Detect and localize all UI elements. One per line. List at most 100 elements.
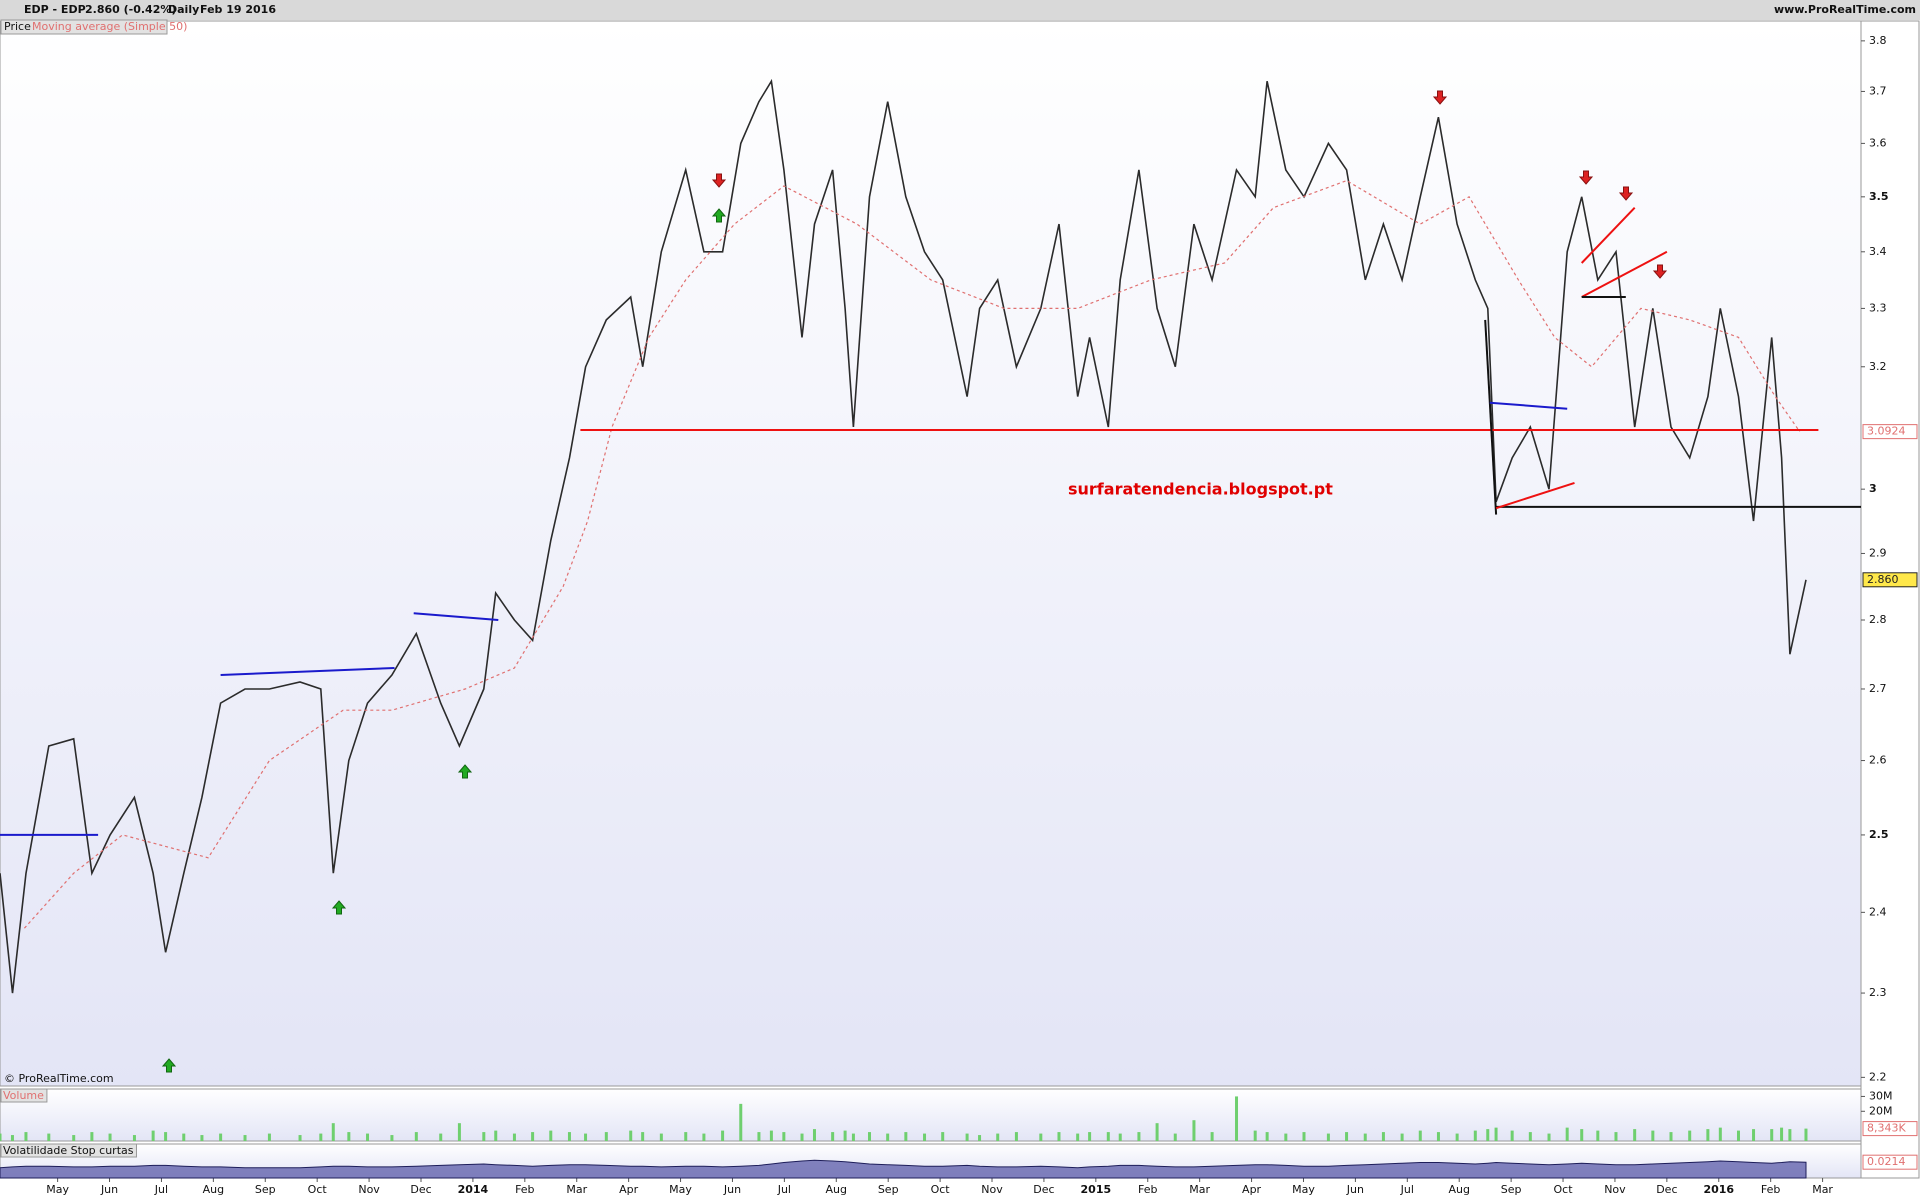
x-tick-label: Nov xyxy=(358,1183,380,1196)
last-value-box xyxy=(1862,572,1918,588)
up-arrow xyxy=(161,1058,177,1073)
volume-bar xyxy=(108,1133,112,1141)
x-tick-label: Aug xyxy=(203,1183,224,1196)
volume-bar xyxy=(47,1133,51,1141)
volume-bar xyxy=(604,1132,608,1141)
volume-bar xyxy=(1718,1127,1722,1141)
panel-title-box xyxy=(0,1088,48,1103)
x-tick-label: Oct xyxy=(308,1183,328,1196)
price-line xyxy=(0,78,1807,994)
x-tick-label: Sep xyxy=(878,1183,899,1196)
x-tick-label: Oct xyxy=(931,1183,951,1196)
volume-bar xyxy=(1253,1130,1257,1141)
volume-bar xyxy=(1418,1130,1422,1141)
volume-bar xyxy=(1804,1128,1808,1141)
last-value-label: 8,343K xyxy=(1867,1122,1906,1135)
y-tick-label: 20M xyxy=(1869,1104,1893,1117)
x-tick-label: Dec xyxy=(410,1183,431,1196)
volume-bar xyxy=(1788,1129,1792,1141)
x-tick-label: 2014 xyxy=(458,1183,489,1196)
annotation: surfaratendencia.blogspot.pt xyxy=(1068,480,1333,499)
volume-bar xyxy=(132,1135,136,1141)
x-tick-label: 2015 xyxy=(1081,1183,1112,1196)
period: Daily xyxy=(168,3,199,16)
volume-bar xyxy=(331,1123,335,1141)
volume-bar xyxy=(584,1133,588,1141)
date: Feb 19 2016 xyxy=(200,3,276,16)
down-arrow xyxy=(1618,186,1634,201)
volume-bar xyxy=(182,1133,186,1141)
volume-bar xyxy=(904,1132,908,1141)
volume-bar xyxy=(164,1132,168,1141)
volume-bar xyxy=(886,1133,890,1141)
volume-bar xyxy=(1706,1129,1710,1141)
volume-bar xyxy=(1780,1127,1784,1141)
x-tick-label: Mar xyxy=(566,1183,587,1196)
last-value-box xyxy=(1862,1121,1918,1137)
volume-bar xyxy=(1770,1129,1774,1141)
volume-bar xyxy=(851,1133,855,1141)
x-tick-label: Jun xyxy=(1346,1183,1364,1196)
volume-bar xyxy=(965,1133,969,1141)
y-tick-label: 3.4 xyxy=(1869,245,1887,258)
x-tick-label: May xyxy=(46,1183,69,1196)
y-tick-label: 2.3 xyxy=(1869,986,1887,999)
volume-bar xyxy=(868,1132,872,1141)
down-arrow xyxy=(1652,264,1668,279)
trendline xyxy=(1581,250,1668,298)
volume-bar xyxy=(512,1133,516,1141)
volume-bar xyxy=(941,1132,945,1141)
legend-box xyxy=(0,19,168,35)
legend-ma: Moving average (Simple 50) xyxy=(32,20,187,33)
y-tick-label: 3.5 xyxy=(1869,190,1889,203)
volume-bar xyxy=(629,1130,633,1141)
volume-bar xyxy=(1752,1129,1756,1141)
volatility-area xyxy=(0,1159,1807,1179)
volume-bar xyxy=(1118,1133,1122,1141)
volume-bar xyxy=(1614,1132,1618,1141)
volume-bar xyxy=(1688,1130,1692,1141)
x-tick-label: Jun xyxy=(723,1183,741,1196)
copyright: © ProRealTime.com xyxy=(4,1072,114,1085)
y-tick-label: 2.7 xyxy=(1869,682,1887,695)
volume-bar xyxy=(659,1133,663,1141)
x-tick-label: Jul xyxy=(777,1183,791,1196)
volume-bar xyxy=(531,1132,535,1141)
volume-bar xyxy=(1173,1133,1177,1141)
trendline xyxy=(413,612,499,621)
arrows xyxy=(161,90,1668,1073)
x-tick-label: Jul xyxy=(1400,1183,1414,1196)
volume-bar xyxy=(1455,1133,1459,1141)
right-axis xyxy=(1860,20,1920,1179)
volume-bar xyxy=(319,1133,323,1141)
volume-bar xyxy=(739,1103,743,1141)
trendline xyxy=(1580,207,1636,264)
volume-bar xyxy=(1494,1127,1498,1141)
volume-bar xyxy=(10,1135,14,1141)
volume-bar xyxy=(1363,1133,1367,1141)
volume-bar xyxy=(219,1133,223,1141)
volume-bar xyxy=(1486,1129,1490,1141)
x-tick-label: Sep xyxy=(1501,1183,1522,1196)
y-tick-label: 2.5 xyxy=(1869,828,1889,841)
volume-bar xyxy=(782,1132,786,1141)
volume-bar xyxy=(641,1132,645,1141)
x-tick-label: Jul xyxy=(154,1183,168,1196)
volume-bar xyxy=(757,1132,761,1141)
down-arrow xyxy=(1578,170,1594,185)
legend-price: Price xyxy=(4,20,31,33)
volume-bar xyxy=(1326,1133,1330,1141)
volume-bar xyxy=(1284,1133,1288,1141)
volume-bar xyxy=(923,1133,927,1141)
trendline xyxy=(1495,481,1575,510)
volume-bar xyxy=(347,1132,351,1141)
volume-bar xyxy=(1400,1133,1404,1141)
volume-bar xyxy=(978,1135,982,1141)
panel-title-box xyxy=(0,1143,137,1158)
last-value-box xyxy=(1862,424,1918,440)
volume-bar xyxy=(1381,1132,1385,1141)
volume-bar xyxy=(366,1133,370,1141)
up-arrow xyxy=(331,900,347,915)
